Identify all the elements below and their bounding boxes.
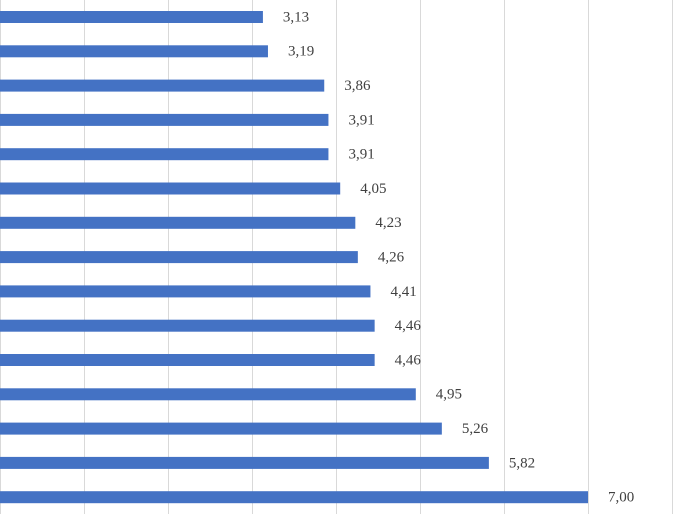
value-label: 7,00 <box>608 490 634 506</box>
bar <box>0 319 375 332</box>
bar <box>0 79 325 92</box>
bar <box>0 216 356 229</box>
value-label: 4,26 <box>378 250 405 266</box>
bar <box>0 11 263 23</box>
bar <box>0 182 341 195</box>
bar <box>0 388 416 401</box>
bar <box>0 422 442 435</box>
value-label: 3,86 <box>344 78 371 94</box>
bar <box>0 354 375 366</box>
bar <box>0 148 329 161</box>
bar <box>0 285 371 298</box>
value-label: 4,23 <box>375 215 401 231</box>
bar <box>0 251 358 264</box>
value-label: 5,26 <box>462 421 489 437</box>
value-label: 4,46 <box>395 352 422 368</box>
value-label: 4,41 <box>390 284 416 300</box>
value-label: 3,13 <box>283 9 309 25</box>
bar <box>0 113 329 126</box>
value-label: 4,05 <box>360 181 386 197</box>
value-label: 4,95 <box>436 387 462 403</box>
value-label: 3,91 <box>348 147 374 163</box>
bar <box>0 456 489 469</box>
bar <box>0 45 268 58</box>
value-label: 5,82 <box>509 455 535 471</box>
value-label: 3,19 <box>288 44 314 60</box>
bar <box>0 491 588 504</box>
value-label: 3,91 <box>348 112 374 128</box>
value-label: 4,46 <box>395 318 422 334</box>
